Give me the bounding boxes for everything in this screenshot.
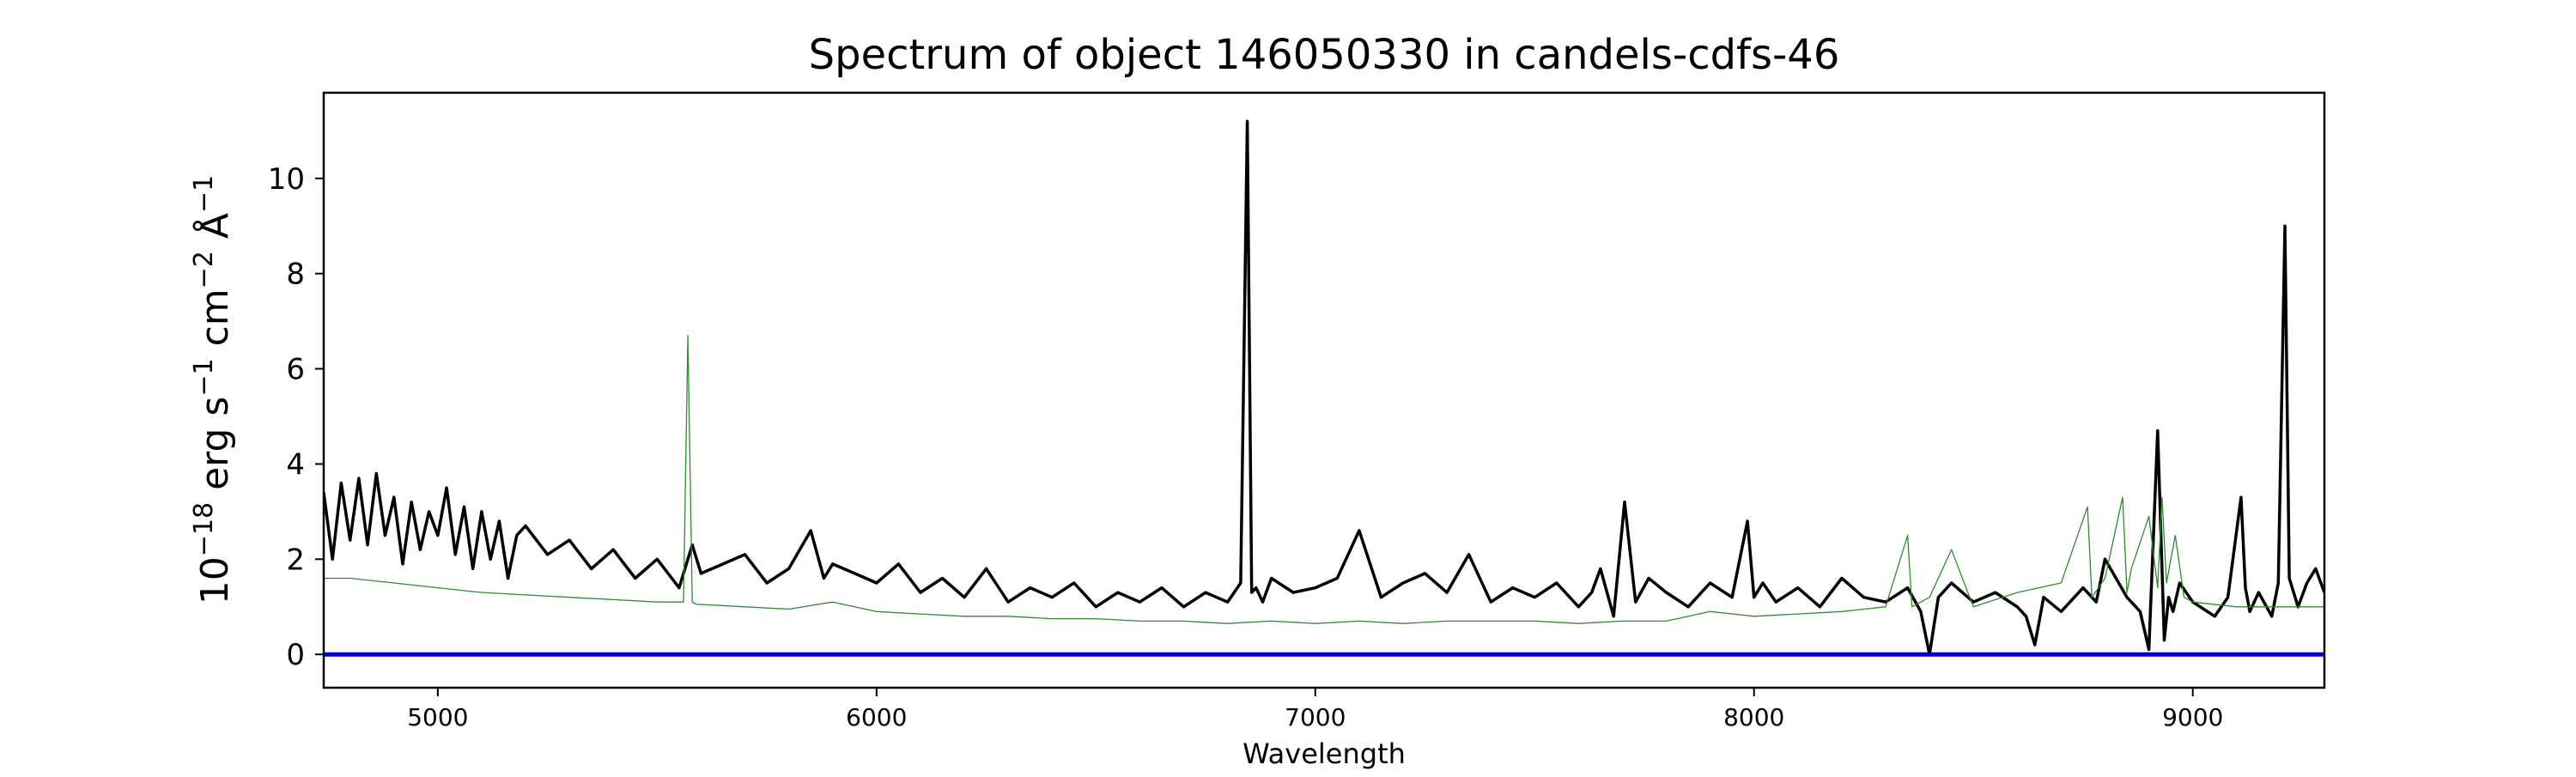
y-tick-label: 0 bbox=[286, 638, 305, 672]
x-tick-label: 9000 bbox=[2162, 703, 2223, 731]
y-label-cm-exp: −2 bbox=[189, 251, 219, 288]
y-axis-label: 10−18 erg s−1 cm−2 Å−1 bbox=[189, 175, 237, 604]
x-tick-label: 8000 bbox=[1723, 703, 1784, 731]
series-line-0 bbox=[324, 119, 2324, 656]
series-layer bbox=[324, 119, 2324, 657]
x-tick-label: 7000 bbox=[1285, 703, 1346, 731]
y-label-erg: erg s bbox=[193, 397, 237, 502]
x-tick-label: 6000 bbox=[846, 703, 907, 731]
chart-title: Spectrum of object 146050330 in candels-… bbox=[809, 31, 1840, 79]
y-label-unit: Å bbox=[191, 213, 237, 251]
y-tick-label: 6 bbox=[286, 353, 305, 387]
y-label-cm: cm bbox=[193, 288, 237, 358]
y-label-unit-exp: −1 bbox=[189, 175, 219, 213]
y-label-s-exp: −1 bbox=[189, 358, 219, 396]
y-tick-label: 8 bbox=[286, 258, 305, 292]
x-tick-label: 5000 bbox=[407, 703, 468, 731]
x-axis: 5000 6000 7000 8000 9000 bbox=[407, 688, 2223, 731]
plot-area: 0 2 4 6 8 10 5000 6000 7000 8000 9000 bbox=[268, 91, 2326, 731]
y-tick-label: 10 bbox=[268, 162, 305, 197]
y-axis: 0 2 4 6 8 10 bbox=[268, 162, 324, 672]
y-tick-label: 4 bbox=[286, 447, 305, 482]
series-line-1 bbox=[324, 335, 2324, 624]
y-label-base: 10 bbox=[193, 556, 237, 604]
y-tick-label: 2 bbox=[286, 543, 305, 577]
plot-frame bbox=[322, 91, 2326, 689]
x-axis-label: Wavelength bbox=[1242, 738, 1406, 770]
y-label-exp: −18 bbox=[189, 502, 219, 556]
